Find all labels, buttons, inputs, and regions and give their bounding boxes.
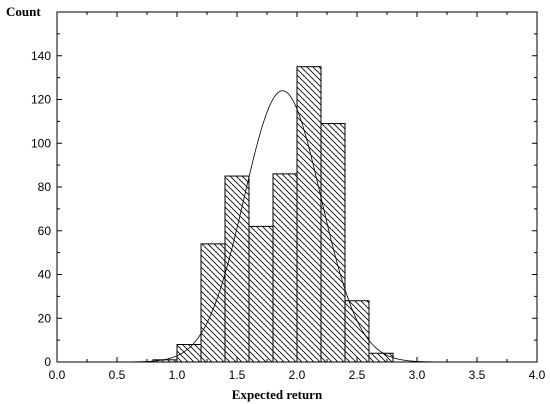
histogram-bar-2 bbox=[200, 243, 226, 363]
x-tick-label: 3.0 bbox=[409, 368, 426, 382]
histogram-bar-6 bbox=[296, 66, 322, 363]
x-tick-label: 2.5 bbox=[349, 368, 366, 382]
y-axis-tick-labels: 0 20 40 60 80 100 120 140 bbox=[31, 49, 51, 369]
histogram-bar-1 bbox=[176, 344, 202, 363]
histogram-bar-5 bbox=[272, 173, 298, 363]
x-tick-label: 0.5 bbox=[109, 368, 126, 382]
histogram-bar-3 bbox=[224, 175, 250, 363]
y-axis-ticks bbox=[57, 11, 537, 363]
x-tick-label: 4.0 bbox=[529, 368, 546, 382]
x-axis-tick-labels: 0.0 0.5 1.0 1.5 2.0 2.5 3.0 3.5 4.0 bbox=[49, 368, 546, 382]
histogram-bars bbox=[152, 66, 394, 363]
y-tick-label: 0 bbox=[44, 355, 51, 369]
x-tick-label: 3.5 bbox=[469, 368, 486, 382]
histogram-bar-9 bbox=[368, 352, 394, 363]
x-axis-ticks bbox=[56, 12, 538, 362]
x-tick-label: 2.0 bbox=[289, 368, 306, 382]
histogram-bar-8 bbox=[344, 300, 370, 363]
x-tick-label: 1.0 bbox=[169, 368, 186, 382]
y-tick-label: 40 bbox=[38, 268, 52, 282]
histogram-bar-7 bbox=[320, 123, 346, 363]
histogram-bar-4 bbox=[248, 225, 274, 363]
x-tick-label: 1.5 bbox=[229, 368, 246, 382]
y-tick-label: 80 bbox=[38, 180, 52, 194]
y-axis-title: Count bbox=[6, 4, 41, 19]
y-tick-label: 20 bbox=[38, 311, 52, 325]
x-axis-title: Expected return bbox=[232, 387, 323, 402]
y-tick-label: 140 bbox=[31, 49, 51, 63]
y-tick-label: 120 bbox=[31, 93, 51, 107]
y-tick-label: 100 bbox=[31, 136, 51, 150]
y-tick-label: 60 bbox=[38, 224, 52, 238]
x-tick-label: 0.0 bbox=[49, 368, 66, 382]
